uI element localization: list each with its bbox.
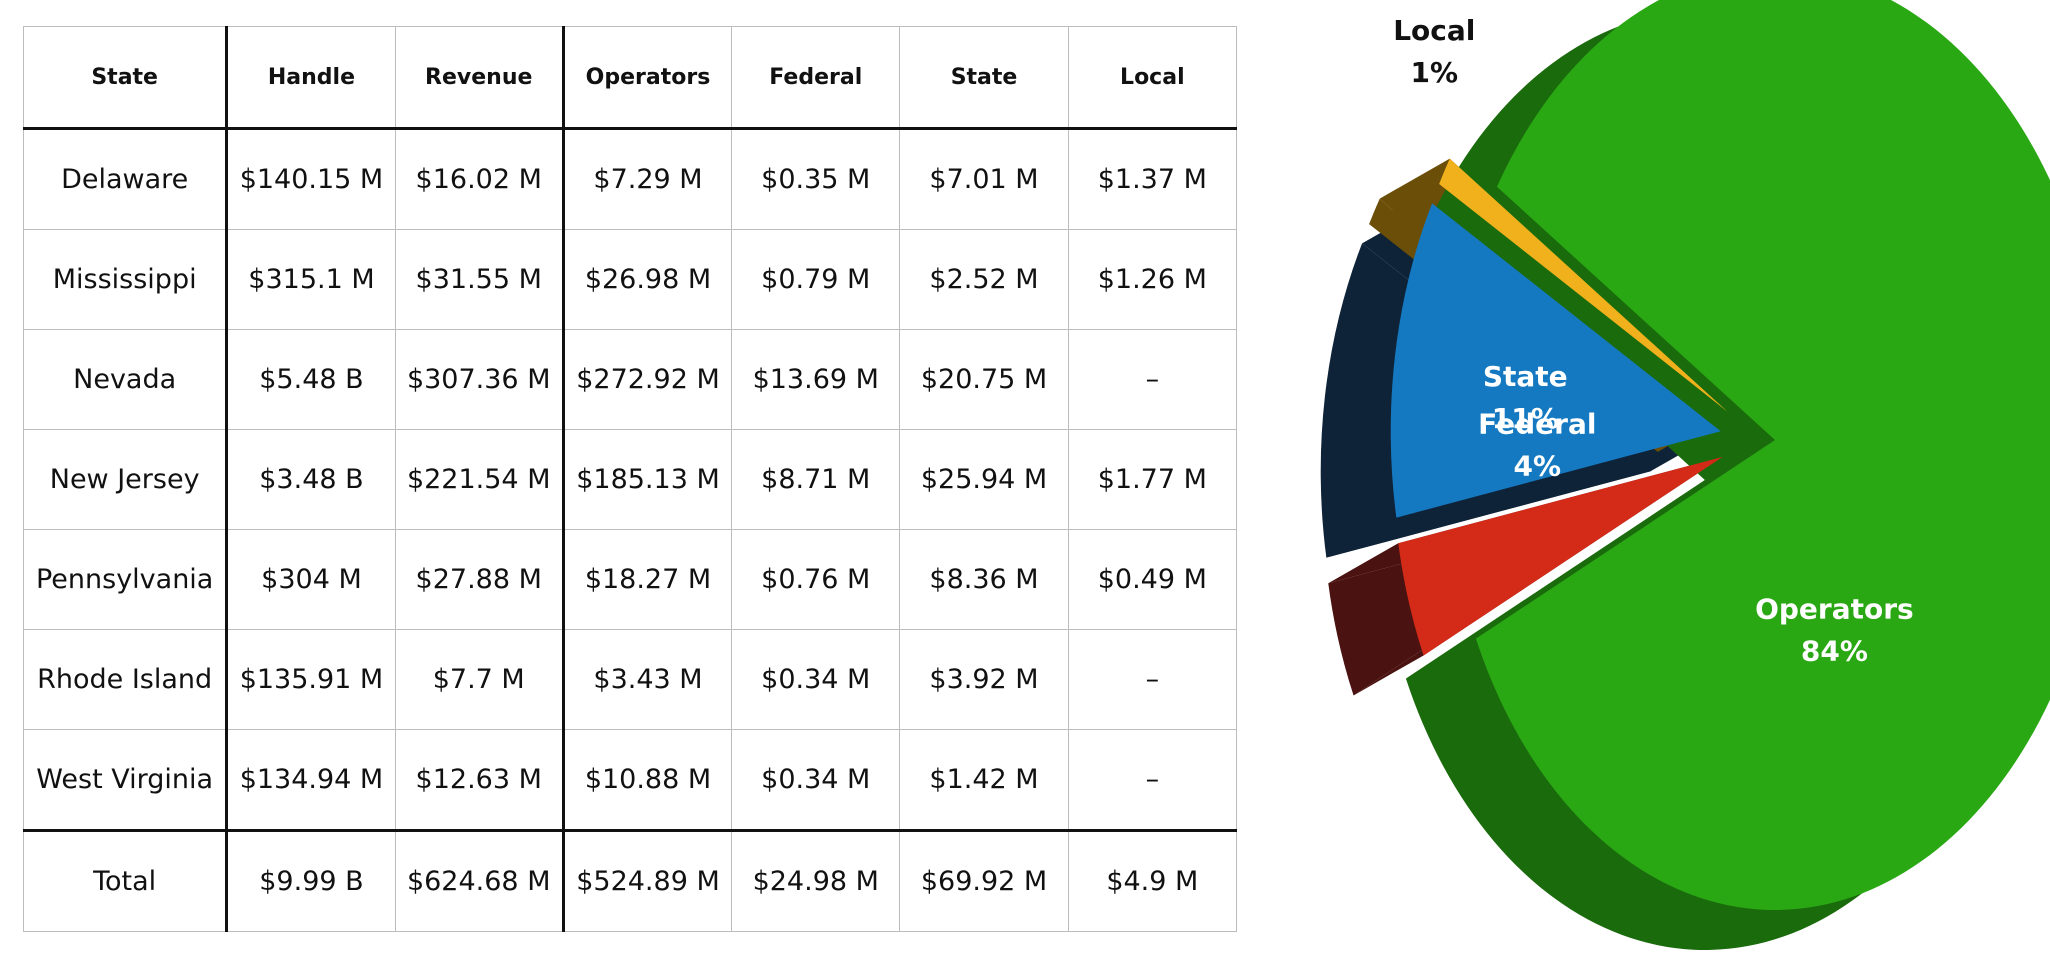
table-cell: Mississippi	[22, 229, 228, 330]
column-header-state: State	[22, 26, 228, 130]
table-cell: $0.76 M	[731, 529, 901, 630]
total-cell: Total	[22, 829, 228, 932]
table-cell: $20.75 M	[899, 329, 1069, 430]
table-cell: $185.13 M	[561, 429, 733, 530]
table-cell: $140.15 M	[225, 128, 396, 230]
table-cell: $5.48 B	[225, 329, 396, 430]
table-cell: Delaware	[22, 128, 228, 230]
total-cell: $4.9 M	[1067, 829, 1238, 932]
table-cell: $8.71 M	[731, 429, 901, 530]
pie-slice-federal	[1398, 456, 1723, 656]
table-row: Mississippi $315.1 M $31.55 M $26.98 M $…	[22, 229, 1238, 330]
tax-revenue-table: State Handle Revenue Operators Federal S…	[22, 26, 1238, 932]
table-cell: $0.79 M	[731, 229, 901, 330]
table-cell: $13.69 M	[731, 329, 901, 430]
table-cell: –	[1067, 329, 1238, 430]
table-row: Nevada $5.48 B $307.36 M $272.92 M $13.6…	[22, 329, 1238, 430]
table-cell: $3.92 M	[899, 629, 1069, 730]
table-cell: Rhode Island	[22, 629, 228, 730]
column-header-local: Local	[1067, 26, 1238, 130]
column-header-state-tax: State	[899, 26, 1069, 130]
table-row: West Virginia $134.94 M $12.63 M $10.88 …	[22, 729, 1238, 831]
pie-slice-local	[1439, 158, 1728, 412]
column-header-handle: Handle	[225, 26, 396, 130]
table-cell: $307.36 M	[394, 329, 564, 430]
table-cell: $1.37 M	[1067, 128, 1238, 230]
table-cell: $3.43 M	[561, 629, 733, 730]
table-cell: $7.01 M	[899, 128, 1069, 230]
pie-chart-container: Federal 4% State 11% Local 1% Operators 84%	[1260, 0, 2050, 956]
table-cell: $221.54 M	[394, 429, 564, 530]
total-cell: $524.89 M	[561, 829, 733, 932]
table-cell: $7.29 M	[561, 128, 733, 230]
table-cell: $304 M	[225, 529, 396, 630]
table-cell: $1.77 M	[1067, 429, 1238, 530]
table-cell: $25.94 M	[899, 429, 1069, 530]
table-cell: $315.1 M	[225, 229, 396, 330]
table-cell: $16.02 M	[394, 128, 564, 230]
table-cell: $8.36 M	[899, 529, 1069, 630]
pie-label-operators: Operators	[1755, 593, 1914, 626]
table-cell: $7.7 M	[394, 629, 564, 730]
table-cell: $10.88 M	[561, 729, 733, 831]
pie-percent-federal: 4%	[1514, 449, 1562, 482]
table-cell: West Virginia	[22, 729, 228, 831]
pie-label-local: Local	[1393, 14, 1475, 47]
table-cell: –	[1067, 729, 1238, 831]
pie-slice-state	[1390, 203, 1721, 518]
table-row: Delaware $140.15 M $16.02 M $7.29 M $0.3…	[22, 128, 1238, 230]
table-cell: $26.98 M	[561, 229, 733, 330]
table-cell: $3.48 B	[225, 429, 396, 530]
pie-slice-labels: Federal 4% State 11% Local 1% Operators 84%	[1393, 14, 1914, 668]
pie-percent-operators: 84%	[1801, 635, 1868, 668]
total-cell: $9.99 B	[225, 829, 396, 932]
table-cell: $31.55 M	[394, 229, 564, 330]
table-row: Rhode Island $135.91 M $7.7 M $3.43 M $0…	[22, 629, 1238, 730]
pie-percent-local: 1%	[1411, 56, 1459, 89]
table-cell: $0.49 M	[1067, 529, 1238, 630]
pie-slice-operators	[1475, 0, 2050, 910]
table-cell: $12.63 M	[394, 729, 564, 831]
pie-chart: Federal 4% State 11% Local 1% Operators 84%	[1320, 0, 2050, 950]
table-cell: New Jersey	[22, 429, 228, 530]
column-header-revenue: Revenue	[394, 26, 564, 130]
pie-slice-tops	[1390, 0, 2050, 910]
table-header-row: State Handle Revenue Operators Federal S…	[22, 26, 1238, 130]
table-cell: $18.27 M	[561, 529, 733, 630]
total-cell: $69.92 M	[899, 829, 1069, 932]
table-cell: $1.42 M	[899, 729, 1069, 831]
table-cell: $1.26 M	[1067, 229, 1238, 330]
table-cell: $135.91 M	[225, 629, 396, 730]
table-row: Pennsylvania $304 M $27.88 M $18.27 M $0…	[22, 529, 1238, 630]
table-cell: –	[1067, 629, 1238, 730]
table-cell: Pennsylvania	[22, 529, 228, 630]
table-cell: $134.94 M	[225, 729, 396, 831]
table-cell: $0.34 M	[731, 629, 901, 730]
pie-percent-state: 11%	[1492, 402, 1559, 435]
total-cell: $24.98 M	[731, 829, 901, 932]
total-cell: $624.68 M	[394, 829, 564, 932]
table-cell: $0.34 M	[731, 729, 901, 831]
table-row: New Jersey $3.48 B $221.54 M $185.13 M $…	[22, 429, 1238, 530]
table-cell: $0.35 M	[731, 128, 901, 230]
table-cell: $27.88 M	[394, 529, 564, 630]
pie-label-federal: Federal	[1478, 407, 1596, 440]
column-header-operators: Operators	[561, 26, 733, 130]
column-header-federal: Federal	[731, 26, 901, 130]
table-total-row: Total $9.99 B $624.68 M $524.89 M $24.98…	[22, 829, 1238, 932]
pie-label-state: State	[1483, 360, 1568, 393]
table-cell: $272.92 M	[561, 329, 733, 430]
table-cell: Nevada	[22, 329, 228, 430]
table-cell: $2.52 M	[899, 229, 1069, 330]
tax-revenue-table-container: State Handle Revenue Operators Federal S…	[22, 26, 1238, 932]
